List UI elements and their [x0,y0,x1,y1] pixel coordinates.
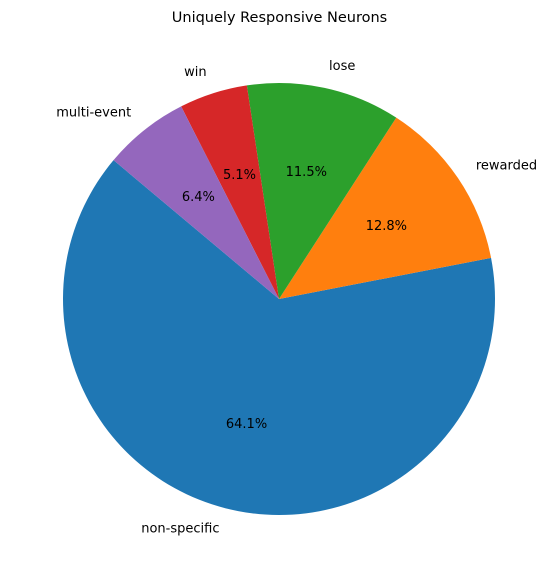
pie-slice-non-specific [63,160,496,515]
pie-labels: non-specific 64.1% rewarded 12.8% lose 11.5% w… [56,59,537,536]
slice-label: lose [329,59,355,74]
slice-percent-label: 12.8% [366,219,407,234]
slice-percent-label: 5.1% [223,168,256,183]
slice-percent-label: 6.4% [182,190,215,205]
slice-percent-label: 11.5% [286,165,327,180]
slice-label: rewarded [476,158,537,173]
pie-slice-win [181,85,279,299]
slice-percent-label: 64.1% [226,417,267,432]
slice-label: multi-event [56,105,131,120]
pie-slice-lose [246,83,397,299]
slice-label: win [184,65,206,80]
pie-slice-multi-event [113,106,280,299]
chart-title: Uniquely Responsive Neurons [172,10,387,26]
slice-label: non-specific [141,522,219,537]
pie-slice-rewarded [279,117,492,300]
pie-slices [63,83,496,515]
